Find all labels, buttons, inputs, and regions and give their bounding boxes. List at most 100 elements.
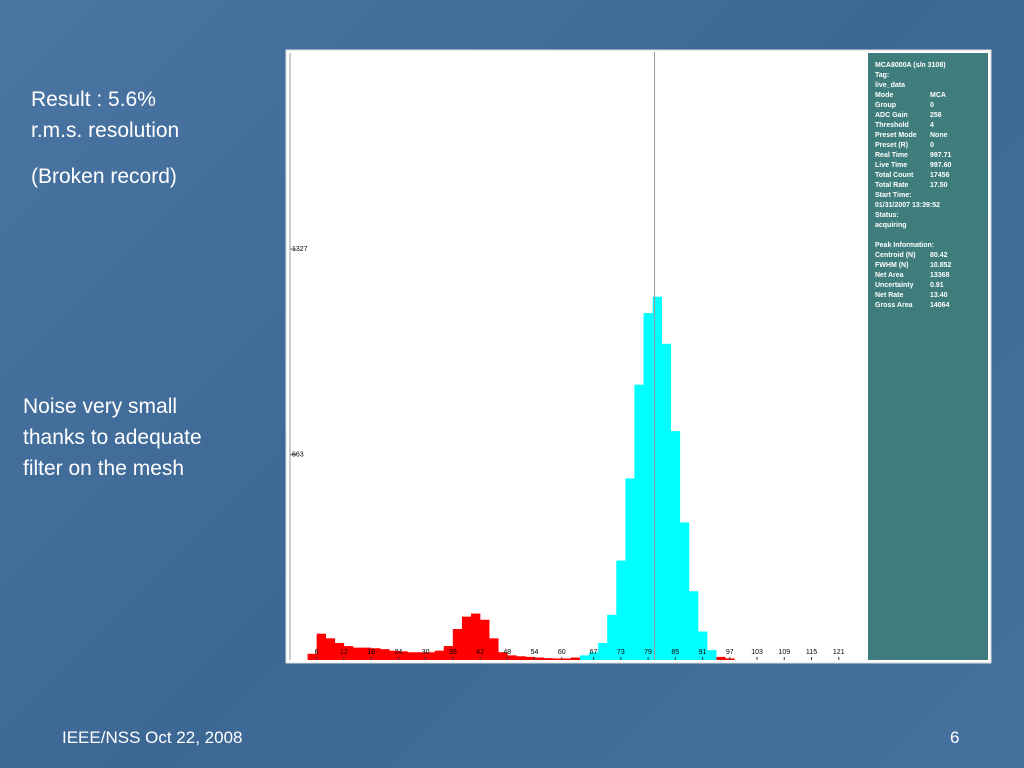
info-panel xyxy=(868,53,988,660)
panel-text: 0.91 xyxy=(930,282,944,289)
histogram-bar xyxy=(498,652,508,660)
histogram-bar xyxy=(552,658,563,660)
x-tick-label: 60 xyxy=(558,649,566,656)
page-number: 6 xyxy=(950,728,960,747)
panel-text: Peak Information: xyxy=(875,242,934,249)
histogram-bar xyxy=(480,619,490,660)
note-line: r.m.s. resolution xyxy=(31,119,180,142)
remark-line: filter on the mesh xyxy=(23,457,185,480)
y-tick-label: 1327 xyxy=(292,246,308,253)
panel-text: MCA xyxy=(930,92,946,99)
histogram-bar xyxy=(688,591,699,660)
histogram-bar xyxy=(570,657,581,660)
x-tick-label: 103 xyxy=(751,649,763,656)
x-tick-label: 48 xyxy=(503,649,511,656)
x-tick-label: 73 xyxy=(617,649,625,656)
histogram-bar xyxy=(362,647,372,660)
histogram-bar xyxy=(579,655,590,660)
histogram-bar xyxy=(371,648,381,660)
histogram-bar xyxy=(698,631,708,660)
x-tick-label: 109 xyxy=(778,649,790,656)
panel-text: 4 xyxy=(930,122,934,129)
histogram-bar xyxy=(589,652,599,660)
remark-line: Noise very small xyxy=(23,395,178,418)
y-tick-label: 663 xyxy=(292,451,304,458)
histogram-bar xyxy=(634,384,644,660)
panel-text: 01/31/2007 13:39:52 xyxy=(875,202,940,209)
histogram-bar xyxy=(452,629,463,660)
histogram-bar xyxy=(434,650,445,660)
panel-text: Net Rate xyxy=(875,292,904,299)
result-text: Result : 5.6% r.m.s. resolution (Broken … xyxy=(31,84,179,192)
x-tick-label: 30 xyxy=(422,649,430,656)
x-tick-label: 85 xyxy=(671,649,679,656)
histogram-bar xyxy=(716,656,726,660)
histogram-bar xyxy=(425,652,435,660)
panel-text: Status: xyxy=(875,212,899,219)
panel-text: Total Count xyxy=(875,172,914,179)
histogram-bar xyxy=(543,658,554,660)
panel-text: 80.42 xyxy=(930,252,948,259)
panel-text: Live Time xyxy=(875,162,907,169)
panel-text: Real Time xyxy=(875,152,908,159)
histogram-bar xyxy=(561,658,572,660)
histogram-bar xyxy=(407,652,417,660)
panel-text: 10.852 xyxy=(930,262,952,269)
histogram-bar xyxy=(316,633,327,660)
histogram-bar xyxy=(643,313,653,660)
histogram-bar xyxy=(416,652,426,660)
panel-text: MCA8000A (s/n 3108) xyxy=(875,62,946,69)
x-tick-label: 24 xyxy=(394,649,402,656)
histogram-bar xyxy=(380,649,390,660)
note-line: (Broken record) xyxy=(31,165,177,188)
histogram-bar xyxy=(470,613,481,660)
panel-text: Net Area xyxy=(875,272,904,279)
histogram-bar xyxy=(507,655,517,660)
histogram-bar xyxy=(307,653,317,660)
footer: IEEE/NSS Oct 22, 2008 xyxy=(62,728,243,747)
note-line: Result : 5.6% xyxy=(31,88,156,111)
x-tick-label: 67 xyxy=(590,649,598,656)
histogram-bar xyxy=(670,431,681,660)
panel-text: Threshold xyxy=(875,122,909,129)
histogram-bar xyxy=(616,560,626,660)
x-tick-label: 12 xyxy=(340,649,348,656)
panel-text: FWHM (N) xyxy=(875,262,908,269)
panel-text: 13.40 xyxy=(930,292,948,299)
panel-text: 997.60 xyxy=(930,162,952,169)
histogram-bar xyxy=(516,656,526,660)
histogram-bar xyxy=(352,647,363,660)
panel-text: None xyxy=(930,132,948,139)
panel-text: Group xyxy=(875,102,896,109)
panel-text: Start Time: xyxy=(875,192,911,199)
x-tick-label: 18 xyxy=(367,649,375,656)
histogram-bar xyxy=(443,646,454,660)
panel-text: Gross Area xyxy=(875,302,913,309)
histogram-bar xyxy=(325,638,336,660)
histogram-bar xyxy=(652,296,662,660)
panel-text: live_data xyxy=(875,82,905,89)
panel-text: 17.50 xyxy=(930,182,948,189)
histogram-bar xyxy=(525,656,535,660)
panel-text: 17456 xyxy=(930,172,950,179)
panel-text: 14064 xyxy=(930,302,950,309)
remark-line: thanks to adequate xyxy=(23,426,202,449)
panel-text: 0 xyxy=(930,102,934,109)
histogram-bar xyxy=(343,646,354,660)
histogram-bar xyxy=(334,642,345,660)
histogram-bar xyxy=(625,478,635,660)
panel-text: Preset Mode xyxy=(875,132,917,139)
panel-text: 13368 xyxy=(930,272,950,279)
panel-text: 0 xyxy=(930,142,934,149)
x-tick-label: 97 xyxy=(726,649,734,656)
x-tick-label: 6 xyxy=(315,649,319,656)
panel-text: Preset (R) xyxy=(875,142,908,149)
panel-text: Tag: xyxy=(875,72,889,79)
histogram-bar xyxy=(398,651,408,660)
histogram-bar xyxy=(389,650,399,660)
histogram-bar xyxy=(607,614,617,660)
panel-text: acquiring xyxy=(875,222,907,229)
x-tick-label: 54 xyxy=(531,649,539,656)
